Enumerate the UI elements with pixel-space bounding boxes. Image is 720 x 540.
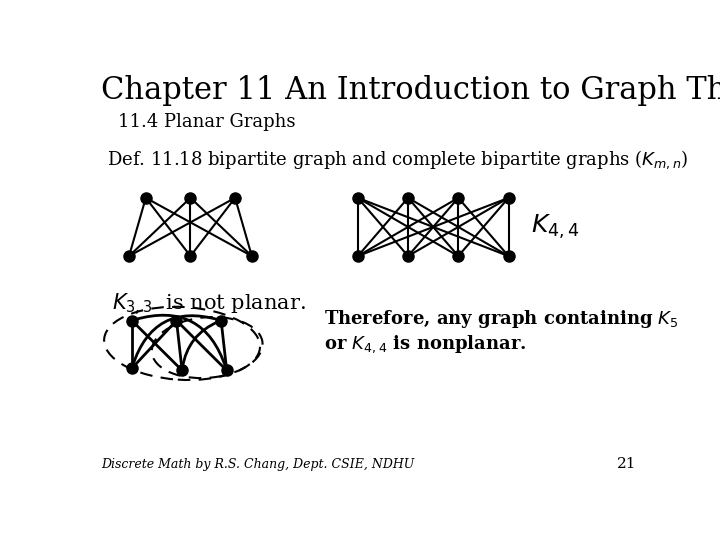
- Text: Chapter 11 An Introduction to Graph Theory: Chapter 11 An Introduction to Graph Theo…: [101, 75, 720, 106]
- FancyArrowPatch shape: [135, 315, 226, 368]
- FancyArrowPatch shape: [132, 316, 218, 366]
- Text: $K_{4,4}$: $K_{4,4}$: [531, 213, 580, 241]
- FancyArrowPatch shape: [182, 321, 219, 368]
- Text: $K_{3,3}$  is not planar.: $K_{3,3}$ is not planar.: [112, 292, 306, 318]
- Text: 11.4 Planar Graphs: 11.4 Planar Graphs: [118, 113, 295, 131]
- Text: Discrete Math by R.S. Chang, Dept. CSIE, NDHU: Discrete Math by R.S. Chang, Dept. CSIE,…: [101, 458, 415, 471]
- Text: Def. 11.18 bipartite graph and complete bipartite graphs ($K_{m,n}$): Def. 11.18 bipartite graph and complete …: [107, 148, 688, 171]
- Text: Therefore, any graph containing $K_5$
or $K_{4,4}$ is nonplanar.: Therefore, any graph containing $K_5$ or…: [324, 308, 679, 355]
- Text: 21: 21: [617, 457, 637, 471]
